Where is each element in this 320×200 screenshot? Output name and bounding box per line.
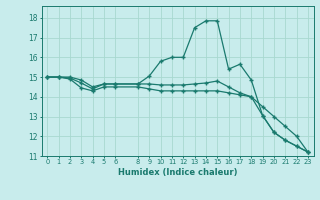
X-axis label: Humidex (Indice chaleur): Humidex (Indice chaleur) (118, 168, 237, 177)
